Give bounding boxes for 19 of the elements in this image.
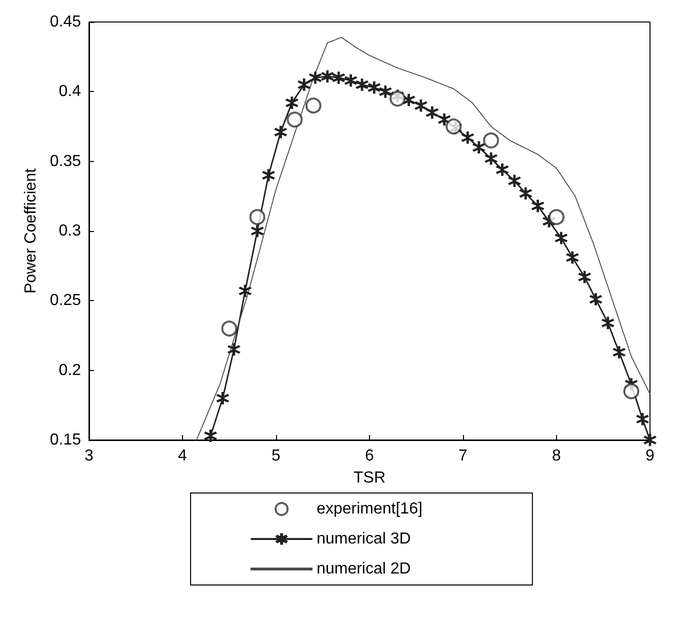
x-axis-title: TSR [354,470,386,486]
y-tick-label: 0.15 [50,432,82,448]
y-axis-title: Power Coefficient [22,168,40,294]
x-tick-label: 5 [272,448,281,464]
legend-label: numerical 2D [316,560,411,578]
y-tick-label: 0.35 [50,152,82,170]
x-tick-label: 8 [552,448,562,464]
x-tick-label: 3 [84,448,94,464]
y-tick-label: 0.3 [58,222,82,240]
x-tick-label: 7 [458,448,468,464]
y-tick-label: 0.25 [50,292,82,310]
legend-label: numerical 3D [316,530,411,548]
x-tick-label: 9 [646,448,655,464]
y-tick-label: 0.2 [58,362,82,379]
y-tick-label: 0.45 [50,14,82,30]
x-tick-label: 6 [365,448,374,464]
legend-label: experiment[16] [316,500,422,518]
y-tick-label: 0.4 [58,83,82,100]
x-tick-label: 4 [178,448,188,464]
